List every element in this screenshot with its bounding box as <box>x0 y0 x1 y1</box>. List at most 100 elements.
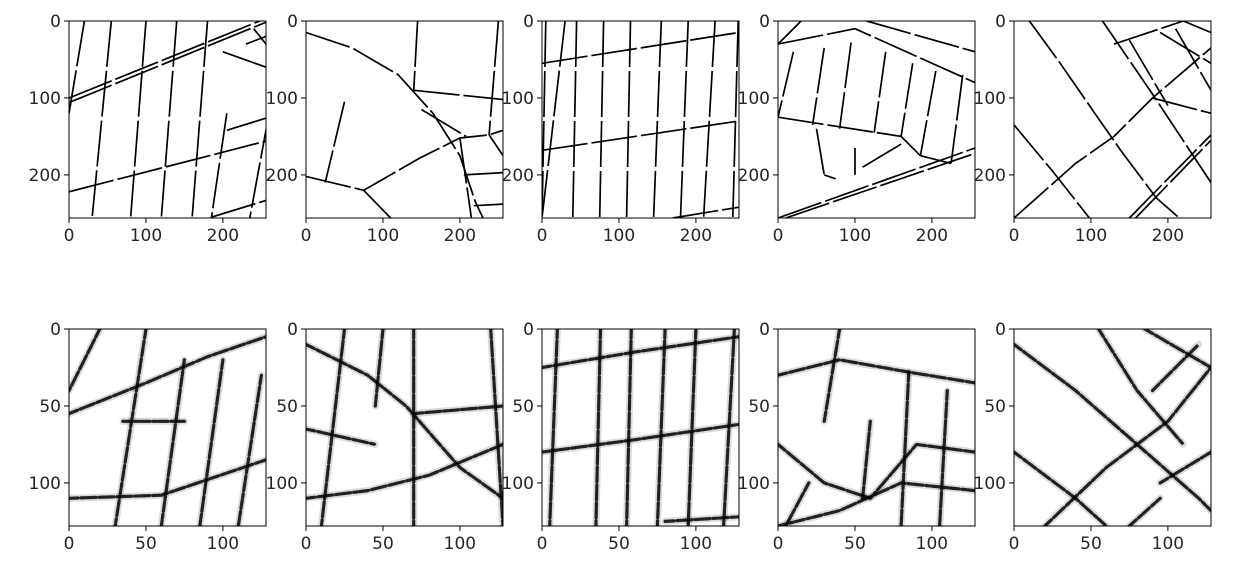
y-tick-label: 0 <box>759 320 770 340</box>
y-tick-label: 50 <box>39 397 61 417</box>
road-line <box>866 21 975 53</box>
road-line <box>245 35 266 45</box>
x-tick-label: 100 <box>916 534 948 554</box>
plot-area <box>69 21 266 218</box>
y-tick-label: 200 <box>502 166 534 186</box>
axes-frame <box>305 328 504 527</box>
road-line <box>1097 329 1185 446</box>
subplot-r2c2: 0 50 100 0 50 100 <box>266 320 504 554</box>
road-line <box>625 21 632 218</box>
road-line <box>862 143 902 168</box>
road-line <box>919 70 937 156</box>
x-tick-label: 50 <box>1080 534 1102 554</box>
road-line <box>823 174 836 180</box>
x-tick-label: 50 <box>135 534 157 554</box>
x-tick-label: 0 <box>537 534 548 554</box>
road-line <box>69 21 86 114</box>
road-line <box>1101 21 1211 184</box>
road-line <box>1113 21 1184 45</box>
y-tick-label: 0 <box>50 320 61 340</box>
y-tick-label: 0 <box>995 12 1006 32</box>
road-line <box>778 27 975 84</box>
y-tick-label: 100 <box>738 474 770 494</box>
road-line <box>625 329 633 526</box>
road-line <box>1014 47 1211 218</box>
x-tick-label: 0 <box>64 226 75 246</box>
road-line <box>222 50 266 69</box>
road-line <box>69 335 266 416</box>
road-line <box>236 373 263 526</box>
road-line <box>363 189 392 218</box>
subplot-r2c3: 0 50 100 0 50 100 <box>502 320 740 554</box>
axes-frame <box>68 328 267 527</box>
y-tick-label: 50 <box>984 397 1006 417</box>
road-line <box>815 128 826 176</box>
road-line <box>548 329 559 526</box>
road-line <box>191 21 209 218</box>
road-line <box>412 21 419 91</box>
axes-frame <box>777 328 976 527</box>
road-line <box>69 21 266 104</box>
x-tick-label: 200 <box>680 226 712 246</box>
x-tick-label: 200 <box>916 226 948 246</box>
image-content <box>778 21 975 218</box>
road-line <box>373 329 385 408</box>
image-content <box>69 329 266 526</box>
road-line <box>210 113 228 218</box>
x-tick-label: 0 <box>301 534 312 554</box>
road-line <box>1150 342 1201 393</box>
y-tick-label: 0 <box>523 320 534 340</box>
y-tick-label: 0 <box>759 12 770 32</box>
y-tick-label: 100 <box>29 474 61 494</box>
road-line <box>655 329 667 526</box>
road-line <box>1128 134 1211 218</box>
y-tick-label: 0 <box>50 12 61 32</box>
road-line <box>211 199 266 218</box>
x-tick-label: 50 <box>372 534 394 554</box>
road-line <box>778 481 975 526</box>
x-tick-label: 200 <box>1152 226 1184 246</box>
image-content <box>778 329 975 526</box>
road-line <box>542 422 739 454</box>
road-line <box>1134 139 1211 218</box>
axes-frame <box>541 328 740 527</box>
road-line <box>1152 97 1211 115</box>
road-line <box>811 47 826 126</box>
x-tick-label: 200 <box>444 226 476 246</box>
y-tick-label: 100 <box>29 89 61 109</box>
road-line <box>1158 450 1211 485</box>
road-line <box>113 329 148 526</box>
road-line <box>69 140 266 193</box>
subplot-r1c4: 0 100 200 0 100 200 <box>738 12 976 246</box>
road-line <box>1028 21 1180 218</box>
road-line <box>778 51 795 118</box>
road-line <box>319 329 347 526</box>
road-line <box>1128 39 1169 107</box>
road-line <box>938 389 949 526</box>
road-line <box>69 458 266 500</box>
road-line <box>324 101 346 183</box>
road-line <box>594 329 603 526</box>
x-tick-label: 100 <box>839 226 871 246</box>
subplot-r2c4: 0 50 100 0 50 100 <box>738 320 976 554</box>
axes-frame <box>1013 20 1212 219</box>
y-tick-label: 50 <box>276 397 298 417</box>
road-line <box>129 21 147 218</box>
x-tick-label: 50 <box>608 534 630 554</box>
road-line <box>463 171 503 176</box>
road-line <box>253 28 266 45</box>
road-line <box>784 481 811 526</box>
y-tick-label: 100 <box>974 89 1006 109</box>
axes-frame <box>541 20 740 219</box>
road-line <box>822 329 842 423</box>
road-line <box>672 206 739 218</box>
x-tick-label: 50 <box>844 534 866 554</box>
x-tick-label: 100 <box>207 534 239 554</box>
y-tick-label: 50 <box>512 397 534 417</box>
y-tick-label: 100 <box>266 474 298 494</box>
x-tick-label: 100 <box>603 226 635 246</box>
subplot-r2c5: 0 50 100 0 50 100 <box>974 320 1212 554</box>
y-tick-label: 0 <box>287 320 298 340</box>
road-line <box>413 89 503 101</box>
road-line <box>489 329 503 526</box>
